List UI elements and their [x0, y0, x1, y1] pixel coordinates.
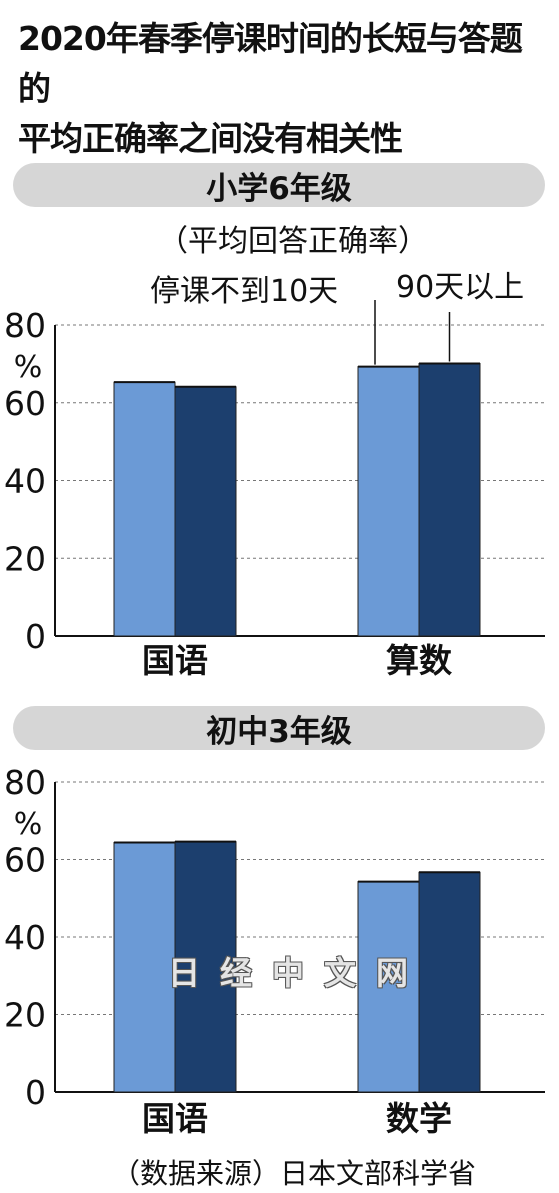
y-tick-label: 20	[4, 996, 46, 1035]
y-unit-label: %	[14, 350, 43, 385]
y-tick-label: 0	[25, 617, 46, 656]
y-tick-label: 60	[4, 841, 46, 880]
x-category-label: 算数	[386, 641, 453, 680]
chart-title: 2020年春季停课时间的长短与答题的 平均正确率之间没有相关性	[18, 14, 553, 164]
chart-elementary: 0 20 40 60 80% 国语 算数	[4, 300, 545, 680]
legend-leader-line	[374, 300, 376, 365]
bar	[357, 366, 420, 637]
title-line-1: 2020年春季停课时间的长短与答题的	[18, 19, 523, 108]
y-tick-label: 20	[4, 539, 46, 578]
section-header-junior-high: 初中3年级	[13, 706, 545, 750]
chart-junior-high: 0 20 40 60 80% 国语 数学	[4, 763, 545, 1138]
y-tick-label: 60	[4, 384, 46, 423]
watermark: 日经中文网	[168, 954, 429, 992]
bar	[113, 381, 176, 637]
section-header-elementary: 小学6年级	[13, 163, 545, 207]
x-category-label: 国语	[142, 1099, 208, 1138]
bar	[113, 841, 176, 1093]
bar	[418, 362, 481, 637]
y-axis-note: （平均回答正确率）	[158, 224, 428, 259]
y-tick-label: 40	[4, 918, 46, 957]
title-line-2: 平均正确率之间没有相关性	[18, 119, 403, 158]
y-tick-label: 80	[4, 306, 46, 345]
y-tick-label: 0	[25, 1073, 46, 1112]
source-note: （数据来源）日本文部科学省	[112, 1157, 477, 1190]
y-unit-label: %	[14, 807, 43, 842]
y-tick-label: 40	[4, 462, 46, 501]
x-category-label: 数学	[386, 1099, 452, 1138]
bar	[357, 881, 420, 1093]
bar	[174, 386, 237, 637]
y-tick-label: 80	[4, 763, 46, 802]
legend-label-long-closure: 90天以上	[396, 270, 525, 305]
x-category-label: 国语	[142, 641, 208, 680]
bar	[174, 841, 237, 1093]
bar	[418, 871, 481, 1093]
legend-label-short-closure: 停课不到10天	[150, 274, 339, 309]
